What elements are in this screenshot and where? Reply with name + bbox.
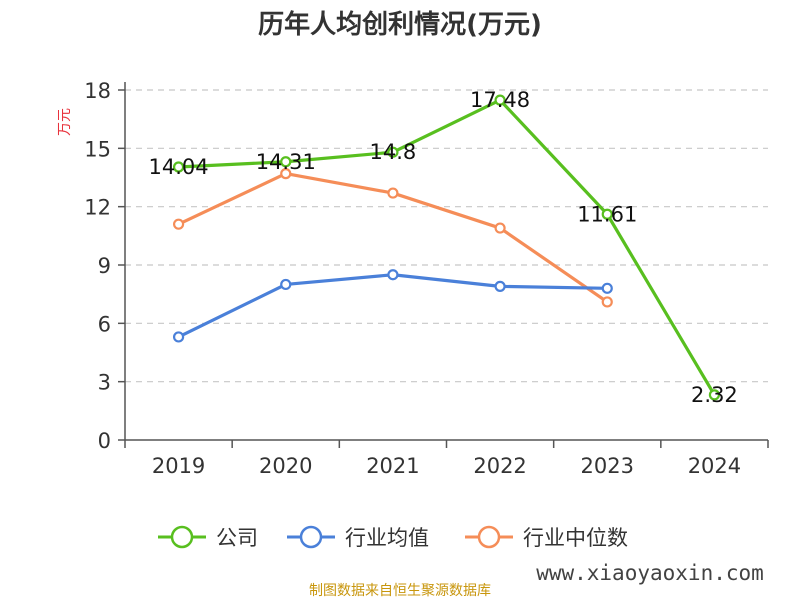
legend-label: 行业中位数 (523, 526, 628, 550)
series-line (176, 98, 717, 397)
legend-item[interactable]: 行业中位数 (465, 525, 628, 550)
y-axis-ticks: 0 3 6 9 12 15 18 (84, 79, 125, 453)
axes (124, 82, 768, 441)
y-tick-label: 0 (98, 429, 111, 453)
y-tick-label: 6 (98, 312, 111, 336)
x-tick-label: 2024 (688, 454, 741, 478)
data-label: 11.61 (577, 202, 637, 226)
legend[interactable]: 公司 行业均值 行业中位数 (158, 525, 628, 550)
legend-item[interactable]: 行业均值 (287, 525, 429, 550)
legend-item[interactable]: 公司 (158, 525, 258, 550)
data-label: 2.32 (691, 383, 738, 407)
data-label: 17.48 (470, 88, 530, 112)
data-point (601, 296, 613, 308)
legend-marker (170, 525, 194, 549)
x-axis-ticks: 2019 2020 2021 2022 2023 2024 (124, 440, 769, 478)
legend-marker (299, 525, 323, 549)
data-labels: 14.04 14.31 14.8 17.48 11.61 2.32 (149, 88, 738, 407)
source-note: 制图数据来自恒生聚源数据库 (309, 583, 491, 599)
legend-label: 公司 (216, 526, 258, 550)
legend-marker (477, 525, 501, 549)
data-point (708, 389, 721, 401)
data-point (494, 222, 506, 234)
data-point (601, 208, 613, 220)
y-tick-label: 18 (84, 79, 111, 103)
data-point (387, 269, 399, 281)
data-point (601, 282, 613, 294)
data-label: 14.04 (149, 155, 209, 179)
legend-label: 行业均值 (345, 526, 429, 550)
data-point (280, 278, 292, 291)
data-point (494, 280, 506, 292)
data-point (280, 168, 292, 180)
x-tick-label: 2023 (581, 454, 634, 478)
x-tick-label: 2020 (259, 454, 312, 478)
data-point (172, 331, 185, 343)
watermark: www.xiaoyaoxin.com (536, 561, 764, 585)
series-group (172, 94, 721, 401)
x-tick-label: 2021 (366, 454, 419, 478)
series-line (176, 273, 609, 339)
data-point (172, 161, 185, 173)
grid-lines (125, 89, 768, 383)
data-point (494, 94, 506, 106)
chart-title: 历年人均创利情况(万元) (258, 9, 542, 40)
data-point (387, 146, 399, 158)
x-tick-label: 2022 (473, 454, 526, 478)
data-label: 14.31 (256, 150, 316, 174)
data-point (280, 156, 292, 168)
y-tick-label: 12 (84, 196, 111, 220)
y-tick-label: 15 (84, 137, 111, 161)
data-point (387, 187, 399, 199)
y-tick-label: 9 (98, 254, 111, 278)
data-point (172, 218, 185, 230)
y-tick-label: 3 (98, 371, 111, 395)
y-axis-unit: 万元 (57, 108, 73, 136)
x-tick-label: 2019 (152, 454, 205, 478)
data-label: 14.8 (370, 140, 417, 164)
